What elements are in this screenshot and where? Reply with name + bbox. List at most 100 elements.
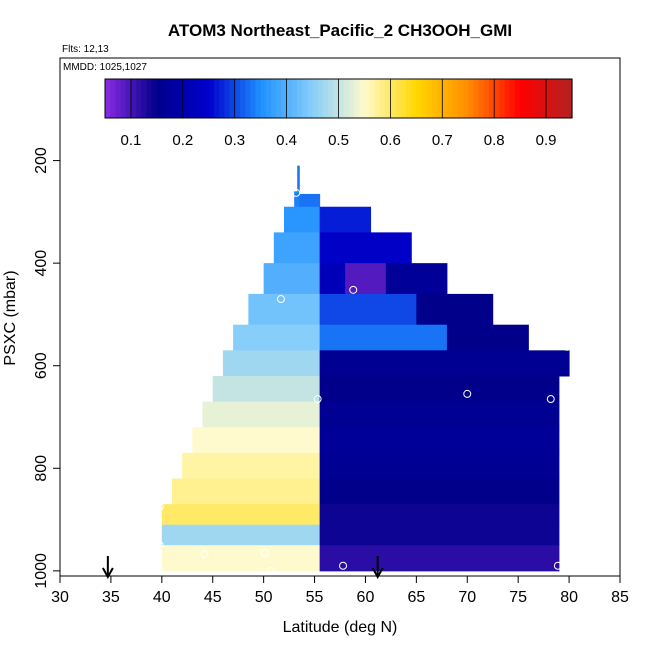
- colorbar-swatch: [530, 79, 537, 118]
- colorbar-swatch: [250, 79, 257, 118]
- heatmap-cell: [319, 504, 560, 526]
- colorbar-tick-label: 0.9: [536, 132, 557, 149]
- heatmap-cell: [299, 193, 321, 208]
- colorbar-swatch: [452, 79, 459, 118]
- y-tick-label: 200: [33, 147, 50, 174]
- colorbar-swatch: [317, 79, 324, 118]
- colorbar-swatch: [380, 79, 386, 118]
- y-axis-label: PSXC (mbar): [2, 270, 19, 365]
- colorbar-swatch: [219, 79, 225, 118]
- colorbar-swatch: [525, 79, 532, 118]
- sample-marker: [276, 295, 285, 304]
- colorbar-swatch: [561, 79, 568, 118]
- colorbar-swatch: [463, 79, 469, 118]
- colorbar-tick-label: 0.6: [380, 132, 401, 149]
- colorbar-swatch: [265, 79, 272, 118]
- colorbar-swatch: [203, 79, 210, 118]
- colorbar-swatch: [110, 79, 116, 118]
- heatmap-cell: [294, 191, 300, 208]
- heatmap-cell: [345, 263, 387, 295]
- heatmap-cell: [161, 504, 321, 526]
- colorbar-swatch: [328, 79, 334, 118]
- colorbar-swatch: [556, 79, 563, 118]
- heatmap-cell: [319, 427, 560, 454]
- x-tick-label: 85: [611, 589, 629, 606]
- heatmap-cell: [161, 545, 321, 572]
- colorbar-swatch: [322, 79, 329, 118]
- colorbar-swatch: [333, 79, 340, 118]
- colorbar-swatch: [416, 79, 423, 118]
- colorbar-swatch: [312, 79, 319, 118]
- heatmap-cell: [416, 293, 494, 326]
- flight-arrows: [101, 556, 384, 580]
- colorbar-swatch: [499, 79, 506, 118]
- x-tick-label: 50: [255, 589, 273, 606]
- colorbar-swatch: [255, 79, 262, 118]
- heatmap-cell: [319, 324, 448, 351]
- colorbar-tick-label: 0.2: [172, 132, 193, 149]
- sample-points: [155, 188, 572, 575]
- colorbar-swatch: [239, 79, 246, 118]
- colorbar-tick-label: 0.5: [328, 132, 349, 149]
- colorbar-swatch: [182, 79, 189, 118]
- heatmap-cell: [446, 324, 529, 351]
- x-tick-label: 30: [51, 589, 69, 606]
- colorbar-swatch: [177, 79, 184, 118]
- colorbar-swatch: [390, 79, 397, 118]
- colorbar-swatch: [271, 79, 277, 118]
- colorbar-tick-label: 0.1: [121, 132, 142, 149]
- colorbar-swatch: [359, 79, 366, 118]
- sample-marker: [546, 395, 555, 404]
- colorbar-swatch: [354, 79, 360, 118]
- sample-marker: [463, 389, 472, 398]
- colorbar-swatch: [281, 79, 288, 118]
- heatmap-cell: [319, 545, 560, 572]
- heatmap-cell: [233, 324, 321, 351]
- colorbar-swatch: [193, 79, 199, 118]
- colorbar-swatch: [374, 79, 381, 118]
- sample-marker: [260, 548, 269, 557]
- colorbar-swatch: [478, 79, 485, 118]
- colorbar-swatch: [468, 79, 475, 118]
- y-tick-label: 600: [33, 352, 50, 379]
- colorbar-tick-label: 0.7: [432, 132, 453, 149]
- colorbar-swatch: [120, 79, 127, 118]
- x-tick-label: 35: [102, 589, 120, 606]
- x-tick-label: 60: [357, 589, 375, 606]
- colorbar-swatch: [504, 79, 511, 118]
- colorbar-swatch: [343, 79, 350, 118]
- colorbar-swatch: [302, 79, 308, 118]
- colorbar-swatch: [162, 79, 168, 118]
- colorbar-swatch: [540, 79, 547, 118]
- x-tick-label: 75: [509, 589, 527, 606]
- heatmap-cell: [319, 263, 346, 295]
- colorbar-swatch: [405, 79, 412, 118]
- colorbar-swatch: [421, 79, 428, 118]
- colorbar-swatch: [141, 79, 148, 118]
- heatmap-cell: [182, 452, 321, 480]
- heatmap-cell: [319, 524, 560, 546]
- colorbar-swatch: [369, 79, 376, 118]
- colorbar-swatch: [151, 79, 158, 118]
- x-tick-label: 45: [204, 589, 222, 606]
- colorbar-swatch: [494, 79, 500, 118]
- colorbar-tick-label: 0.3: [224, 132, 245, 149]
- colorbar-swatch: [483, 79, 490, 118]
- colorbar-swatch: [296, 79, 303, 118]
- colorbar-swatch: [385, 79, 391, 118]
- x-tick-label: 80: [560, 589, 578, 606]
- colorbar-swatch: [551, 79, 558, 118]
- colorbar-frame: [104, 78, 573, 119]
- colorbar-swatch: [338, 79, 345, 118]
- sample-marker: [266, 566, 275, 575]
- x-axis-label: Latitude (deg N): [283, 619, 398, 636]
- sample-marker: [563, 342, 572, 351]
- heatmap-cell: [284, 206, 321, 233]
- chart-title: ATOM3 Northeast_Pacific_2 CH3OOH_GMI: [168, 21, 512, 40]
- colorbar-swatch: [520, 79, 526, 118]
- plot-frame: [59, 57, 621, 577]
- colorbar-swatch: [229, 79, 236, 118]
- colorbar-swatch: [276, 79, 283, 118]
- colorbar-swatch: [260, 79, 267, 118]
